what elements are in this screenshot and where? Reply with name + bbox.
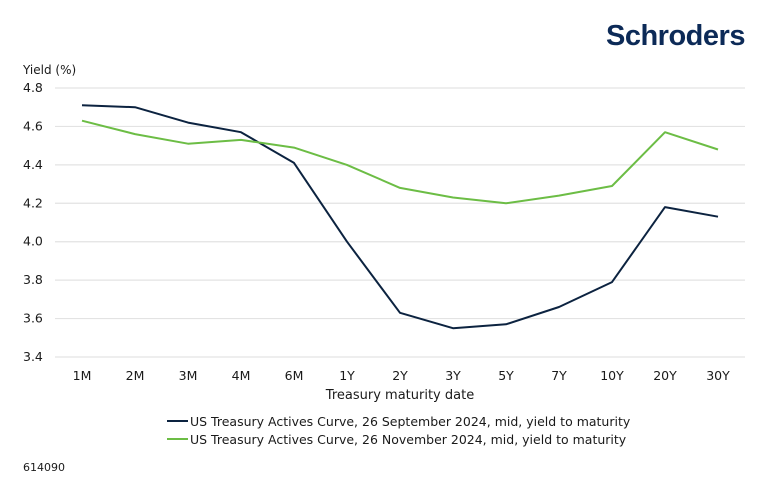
legend-swatch-sep-2024 <box>167 420 188 422</box>
gridlines <box>55 87 745 358</box>
legend-label-sep-2024: US Treasury Actives Curve, 26 September … <box>190 413 631 429</box>
x-tick-label: 5Y <box>498 368 514 383</box>
y-tick-label: 4.2 <box>23 195 43 210</box>
series-line-sep-2024 <box>81 104 719 330</box>
y-tick-label: 4.0 <box>23 234 43 249</box>
legend-swatch-nov-2024 <box>167 438 188 440</box>
series-lines <box>81 104 719 330</box>
x-tick-label: 6M <box>285 368 304 383</box>
legend-item-sep-2024: US Treasury Actives Curve, 26 September … <box>167 412 630 430</box>
legend-item-nov-2024: US Treasury Actives Curve, 26 November 2… <box>167 430 630 448</box>
x-tick-label: 30Y <box>706 368 730 383</box>
y-tick-label: 4.6 <box>23 118 43 133</box>
chart-reference-number: 614090 <box>23 461 65 474</box>
y-tick-label: 3.4 <box>23 349 43 364</box>
x-tick-labels: 1M 2M 3M 4M 6M 1Y 2Y 3Y 5Y 7Y 10Y 20Y 30Y <box>73 368 731 383</box>
yield-curve-chart: 4.8 4.6 4.4 4.2 4.0 3.8 3.6 3.4 1M 2M 3M 4M 6M 1Y 2Y 3… <box>23 80 745 403</box>
y-tick-label: 3.8 <box>23 272 43 287</box>
x-axis-title: Treasury maturity date <box>325 388 474 403</box>
x-tick-label: 10Y <box>600 368 624 383</box>
x-tick-label: 20Y <box>653 368 677 383</box>
series-line-nov-2024 <box>81 119 719 205</box>
x-tick-label: 2M <box>126 368 145 383</box>
y-tick-label: 4.8 <box>23 80 43 95</box>
x-tick-label: 2Y <box>392 368 408 383</box>
x-tick-label: 4M <box>232 368 251 383</box>
x-tick-label: 3M <box>179 368 198 383</box>
legend-label-nov-2024: US Treasury Actives Curve, 26 November 2… <box>190 431 627 447</box>
y-tick-label: 4.4 <box>23 157 43 172</box>
schroders-logo: Schroders <box>606 20 745 52</box>
legend: US Treasury Actives Curve, 26 September … <box>167 412 630 448</box>
x-tick-label: 3Y <box>445 368 461 383</box>
x-tick-label: 7Y <box>551 368 567 383</box>
x-tick-label: 1M <box>73 368 92 383</box>
y-tick-labels: 4.8 4.6 4.4 4.2 4.0 3.8 3.6 3.4 <box>23 80 43 364</box>
y-axis-title: Yield (%) <box>23 63 77 77</box>
x-tick-label: 1Y <box>339 368 355 383</box>
y-tick-label: 3.6 <box>23 311 43 326</box>
